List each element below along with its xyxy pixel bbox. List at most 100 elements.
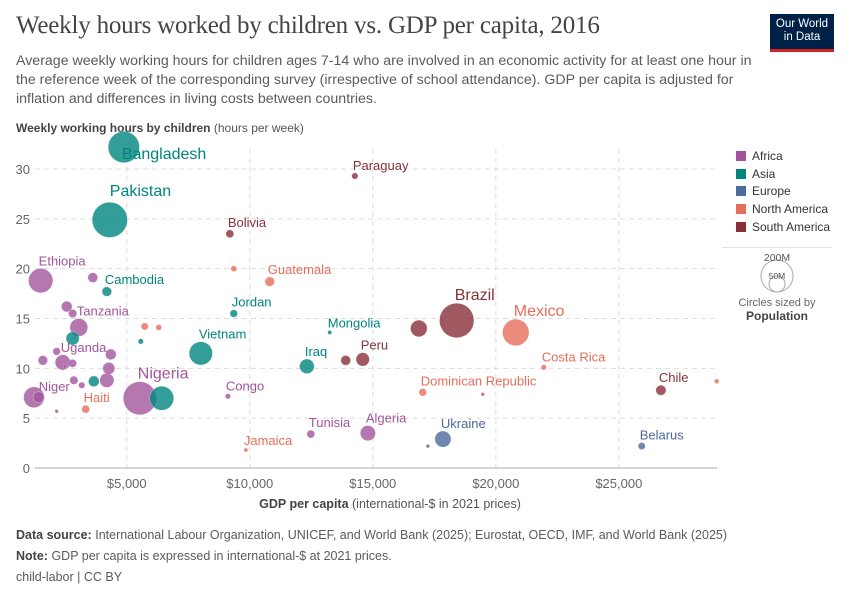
legend-swatch (736, 186, 746, 197)
point-label: Niger (39, 379, 71, 394)
data-point-unlabeled (37, 355, 48, 366)
data-point-iraq (299, 358, 315, 374)
data-point-unlabeled (68, 309, 78, 318)
point-label: Ukraine (441, 416, 486, 431)
legend-label: Asia (752, 166, 776, 181)
data-point-guatemala (264, 276, 275, 287)
point-label: Nigeria (138, 366, 189, 383)
data-point-bolivia (225, 229, 235, 239)
data-point-niger (32, 391, 45, 404)
size-legend-variable: Population (746, 309, 808, 323)
legend-label: South America (752, 219, 831, 234)
data-point-belarus (637, 442, 646, 450)
point-label: Algeria (366, 411, 407, 426)
point-label: Mongolia (328, 315, 382, 330)
note-text: GDP per capita is expressed in internati… (51, 549, 392, 563)
data-point-congo (224, 393, 231, 400)
legend-item-north-america[interactable]: North America (736, 200, 832, 218)
data-source-label: Data source: (16, 528, 92, 542)
size-legend-caption: Circles sized by (738, 297, 816, 309)
data-point-unlabeled (137, 338, 144, 345)
size-legend-large-label: 200M (764, 252, 790, 264)
point-label: Mexico (514, 303, 565, 320)
legend-item-africa[interactable]: Africa (736, 147, 832, 165)
y-tick-label: 5 (23, 411, 30, 426)
data-point-unlabeled (61, 300, 73, 313)
legend-swatch (736, 221, 746, 232)
data-point-dominican-republic (418, 388, 427, 397)
y-tick-label: 0 (23, 461, 30, 476)
size-legend-circles: 200M 50M (760, 252, 794, 293)
x-tick-label: $15,000 (349, 476, 396, 491)
point-label: Congo (226, 379, 264, 394)
data-point-unlabeled (99, 372, 115, 388)
y-axis-label-bold: Weekly working hours by children (16, 121, 211, 135)
chart-subtitle: Average weekly working hours for childre… (16, 53, 752, 107)
legend-item-asia[interactable]: Asia (736, 165, 832, 183)
data-point-uganda (54, 354, 71, 371)
point-label: Bolivia (228, 215, 267, 230)
legend-item-south-america[interactable]: South America (736, 218, 832, 236)
legend-swatch (736, 168, 746, 179)
point-label: Costa Rica (542, 350, 606, 365)
data-point-bangladesh (107, 131, 140, 164)
data-point-unlabeled (140, 322, 149, 331)
data-point-pakistan (91, 201, 128, 238)
data-point-unlabeled (62, 364, 67, 369)
point-label: Guatemala (268, 262, 332, 277)
data-point-unlabeled (425, 443, 431, 449)
owid-logo[interactable]: Our World in Data (770, 14, 834, 52)
data-point-unlabeled (410, 319, 428, 338)
point-label: Jamaica (244, 433, 293, 448)
data-point-unlabeled (105, 348, 117, 361)
point-label: Vietnam (199, 327, 246, 342)
x-tick-label: $25,000 (595, 476, 642, 491)
data-point-haiti (81, 404, 90, 414)
point-label: Peru (361, 338, 388, 353)
y-tick-label: 25 (16, 212, 30, 227)
point-label: Brazil (455, 287, 495, 304)
legend-divider (722, 247, 832, 249)
data-point-unlabeled (87, 272, 99, 283)
y-tick-label: 20 (16, 262, 30, 277)
y-tick-label: 15 (16, 312, 30, 327)
data-point-unlabeled (65, 331, 80, 346)
x-tick-label: $10,000 (226, 476, 273, 491)
legend-label: Europe (752, 184, 791, 199)
data-point-chile (655, 384, 667, 396)
size-legend-circle-small (768, 275, 786, 293)
point-label: Belarus (640, 427, 685, 442)
data-point-cambodia (101, 286, 112, 297)
region-legend: Africa Asia Europe North America South Ameri… (722, 147, 832, 249)
data-point-ethiopia (28, 268, 54, 294)
point-label: Dominican Republic (421, 373, 537, 388)
x-axis-label-bold: GDP per capita (259, 497, 349, 511)
data-point-mongolia (327, 330, 333, 335)
credit: child-labor | CC BY (16, 570, 123, 584)
data-point-unlabeled (68, 359, 77, 368)
data-point-unlabeled (149, 385, 175, 411)
data-point-unlabeled (52, 347, 61, 356)
data-point-brazil (439, 302, 475, 339)
data-point-tunisia (306, 429, 316, 439)
data-point-paraguay (351, 172, 359, 180)
data-point-unlabeled (78, 381, 86, 389)
legend-label: Africa (752, 148, 783, 163)
data-point-unlabeled (88, 375, 100, 387)
legend-item-europe[interactable]: Europe (736, 182, 832, 200)
size-legend: 200M 50M Circles sized by Population (722, 250, 832, 323)
point-label: Haiti (84, 390, 110, 405)
data-point-unlabeled (69, 375, 79, 385)
data-point-ukraine (434, 430, 452, 448)
point-label: Pakistan (110, 183, 171, 200)
note-label: Note: (16, 549, 48, 563)
data-point-jamaica (243, 447, 249, 453)
y-axis-label-unit: (hours per week) (213, 121, 304, 135)
size-legend-small-label: 50M (769, 271, 786, 281)
data-point-peru (355, 352, 370, 367)
data-point-unlabeled (155, 324, 162, 331)
point-label: Cambodia (105, 272, 165, 287)
data-point-mexico (502, 318, 530, 347)
point-label: Chile (659, 370, 689, 385)
